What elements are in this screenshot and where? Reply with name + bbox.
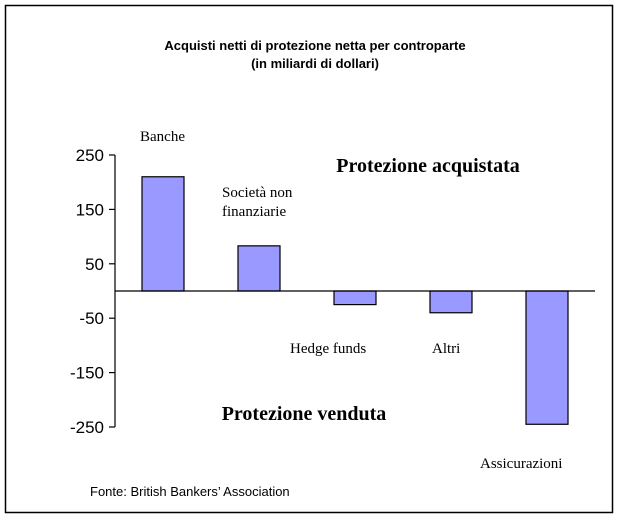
- bar: [333, 290, 377, 306]
- y-tick-label: -150: [70, 364, 104, 383]
- category-label: Assicurazioni: [480, 456, 563, 472]
- chart-title: Acquisti netti di protezione netta per c…: [164, 38, 465, 53]
- y-tick-label: -250: [70, 418, 104, 437]
- category-label: Altri: [432, 341, 461, 357]
- annotation: Protezione acquistata: [336, 155, 520, 177]
- y-tick-label: 150: [76, 200, 104, 219]
- category-label: Società non finanziarie: [222, 185, 293, 220]
- chart-subtitle: (in miliardi di dollari): [251, 56, 379, 71]
- category-label: Banche: [140, 129, 185, 145]
- bar: [141, 176, 185, 292]
- y-tick-label: 50: [85, 255, 104, 274]
- y-tick-label: 250: [76, 146, 104, 165]
- bar: [429, 290, 473, 314]
- bar: [237, 245, 281, 292]
- bar: [525, 290, 569, 425]
- category-label: Hedge funds: [290, 341, 367, 357]
- y-tick-label: -50: [79, 309, 104, 328]
- source: Fonte: British Bankers’ Association: [90, 484, 290, 499]
- annotation: Protezione venduta: [222, 403, 387, 425]
- frame: [4, 4, 614, 514]
